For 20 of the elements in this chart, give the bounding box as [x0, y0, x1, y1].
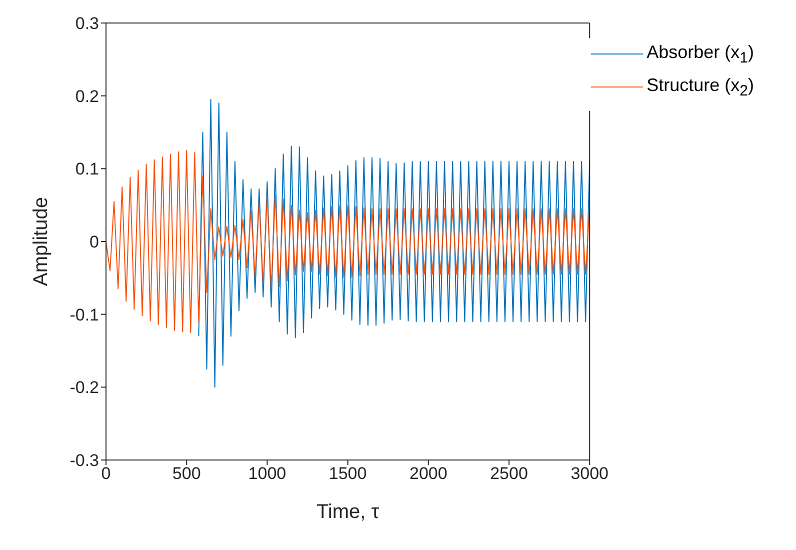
y-tick-label: 0: [90, 232, 99, 252]
line-series: [106, 150, 590, 334]
x-tick-label: 500: [172, 464, 201, 484]
x-axis-title: Time, τ: [316, 501, 380, 523]
x-tick-label: 1000: [248, 464, 286, 484]
y-tick-label: -0.2: [70, 378, 99, 398]
legend-label: Structure (x$_{2}$): [646, 74, 754, 100]
x-tick-label: 0: [101, 464, 111, 484]
y-tick-label: 0.3: [75, 14, 99, 34]
y-axis-title: Amplitude: [30, 197, 52, 286]
y-tick-label: -0.3: [70, 451, 99, 470]
y-tick-label: 0.2: [75, 86, 99, 106]
x-tick-label: 1500: [328, 464, 367, 484]
x-tick-label: 2500: [490, 464, 528, 484]
x-tick-label: 3000: [570, 464, 609, 484]
y-tick-label: -0.1: [70, 305, 99, 324]
legend-label: Absorber (x$_{1}$): [646, 42, 754, 67]
x-tick-label: 2000: [409, 464, 448, 484]
line-series: [198, 98, 590, 388]
y-tick-label: 0.1: [75, 160, 99, 179]
